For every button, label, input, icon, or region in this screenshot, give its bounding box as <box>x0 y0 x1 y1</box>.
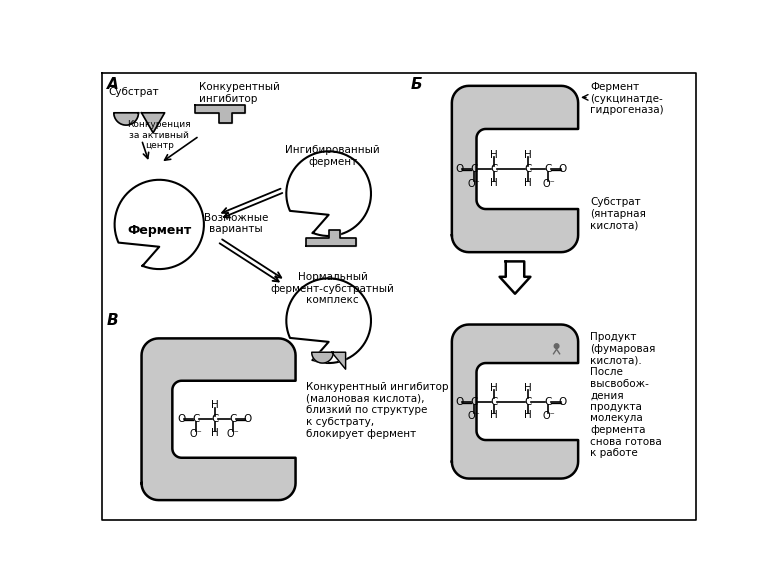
Text: Фермент: Фермент <box>127 224 191 237</box>
Polygon shape <box>114 180 204 269</box>
Text: C: C <box>545 397 552 407</box>
Polygon shape <box>452 325 578 478</box>
Text: В: В <box>107 313 118 328</box>
Text: C: C <box>545 164 552 174</box>
Text: C: C <box>524 164 532 174</box>
Polygon shape <box>499 261 531 294</box>
Text: O⁻: O⁻ <box>190 429 202 439</box>
Text: Нормальный
фермент-субстратный
комплекс: Нормальный фермент-субстратный комплекс <box>271 272 394 305</box>
Text: Конкурентный ингибитор
(малоновая кислота),
близкий по структуре
к субстрату,
бл: Конкурентный ингибитор (малоновая кислот… <box>306 382 448 438</box>
Text: H: H <box>490 383 498 393</box>
Text: H: H <box>490 150 498 160</box>
Text: O: O <box>177 414 186 424</box>
Text: Ингибированный
фермент: Ингибированный фермент <box>285 145 380 167</box>
Polygon shape <box>331 352 345 369</box>
Polygon shape <box>286 278 371 363</box>
Text: O: O <box>455 397 464 407</box>
Text: C: C <box>470 164 478 174</box>
Polygon shape <box>142 338 296 500</box>
Text: C: C <box>470 397 478 407</box>
Text: O⁻: O⁻ <box>542 411 555 421</box>
Text: O⁻: O⁻ <box>468 178 480 188</box>
Text: O: O <box>244 414 252 424</box>
Text: H: H <box>524 410 532 420</box>
Text: C: C <box>524 397 532 407</box>
Text: O: O <box>559 397 567 407</box>
Text: H: H <box>211 428 219 438</box>
Text: O: O <box>455 164 464 174</box>
Polygon shape <box>286 151 371 236</box>
Text: Конкуренция
за активный
центр: Конкуренция за активный центр <box>128 120 191 150</box>
Text: C: C <box>211 414 219 424</box>
Text: Субстрат: Субстрат <box>108 87 159 97</box>
Text: H: H <box>524 383 532 393</box>
Polygon shape <box>142 113 165 133</box>
Text: Конкурентный
ингибитор: Конкурентный ингибитор <box>199 82 280 103</box>
Text: O⁻: O⁻ <box>227 429 240 439</box>
Text: А: А <box>107 76 118 92</box>
Text: Субстрат
(янтарная
кислота): Субстрат (янтарная кислота) <box>591 197 647 231</box>
Text: C: C <box>490 397 498 407</box>
Polygon shape <box>312 352 333 363</box>
Polygon shape <box>195 105 246 123</box>
Text: Возможные
варианты: Возможные варианты <box>204 213 268 234</box>
Text: H: H <box>524 150 532 160</box>
Text: O: O <box>559 164 567 174</box>
Polygon shape <box>306 230 356 246</box>
Text: O⁻: O⁻ <box>468 411 480 421</box>
Text: C: C <box>230 414 237 424</box>
Polygon shape <box>114 113 138 125</box>
Text: Б: Б <box>410 76 422 92</box>
Text: C: C <box>490 164 498 174</box>
Text: H: H <box>490 178 498 188</box>
Polygon shape <box>452 86 578 252</box>
Circle shape <box>554 344 559 349</box>
Text: Фермент
(сукцинатде-
гидрогеназа): Фермент (сукцинатде- гидрогеназа) <box>591 82 664 115</box>
Text: H: H <box>211 400 219 410</box>
Text: C: C <box>192 414 200 424</box>
Text: O⁻: O⁻ <box>542 178 555 188</box>
Text: Продукт
(фумаровая
кислота).
После
высвобож-
дения
продукта
молекула
фермента
сн: Продукт (фумаровая кислота). После высво… <box>591 332 662 458</box>
Text: H: H <box>490 410 498 420</box>
Text: H: H <box>524 178 532 188</box>
